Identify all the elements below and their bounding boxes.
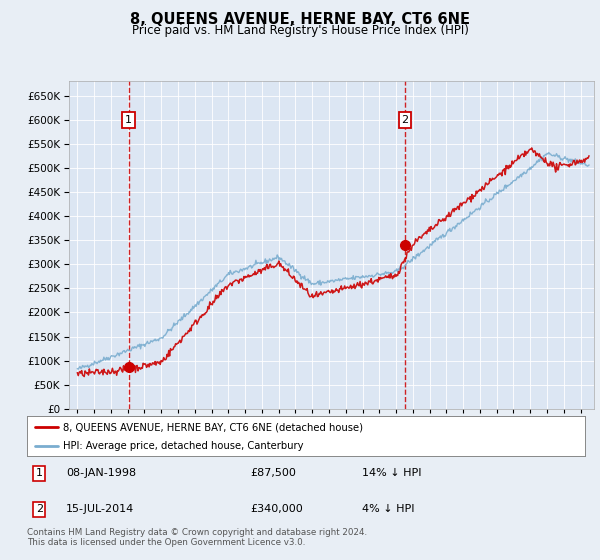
Text: 08-JAN-1998: 08-JAN-1998 bbox=[66, 468, 136, 478]
Text: 1: 1 bbox=[125, 115, 132, 125]
Text: 8, QUEENS AVENUE, HERNE BAY, CT6 6NE: 8, QUEENS AVENUE, HERNE BAY, CT6 6NE bbox=[130, 12, 470, 27]
Text: 15-JUL-2014: 15-JUL-2014 bbox=[66, 505, 134, 515]
Text: £87,500: £87,500 bbox=[250, 468, 296, 478]
Text: 2: 2 bbox=[401, 115, 409, 125]
Text: 14% ↓ HPI: 14% ↓ HPI bbox=[362, 468, 421, 478]
Text: Price paid vs. HM Land Registry's House Price Index (HPI): Price paid vs. HM Land Registry's House … bbox=[131, 24, 469, 37]
Text: £340,000: £340,000 bbox=[250, 505, 303, 515]
Text: 8, QUEENS AVENUE, HERNE BAY, CT6 6NE (detached house): 8, QUEENS AVENUE, HERNE BAY, CT6 6NE (de… bbox=[63, 422, 363, 432]
Text: 1: 1 bbox=[36, 468, 43, 478]
Text: HPI: Average price, detached house, Canterbury: HPI: Average price, detached house, Cant… bbox=[63, 441, 304, 451]
Text: 4% ↓ HPI: 4% ↓ HPI bbox=[362, 505, 415, 515]
Text: Contains HM Land Registry data © Crown copyright and database right 2024.
This d: Contains HM Land Registry data © Crown c… bbox=[27, 528, 367, 547]
Text: 2: 2 bbox=[36, 505, 43, 515]
